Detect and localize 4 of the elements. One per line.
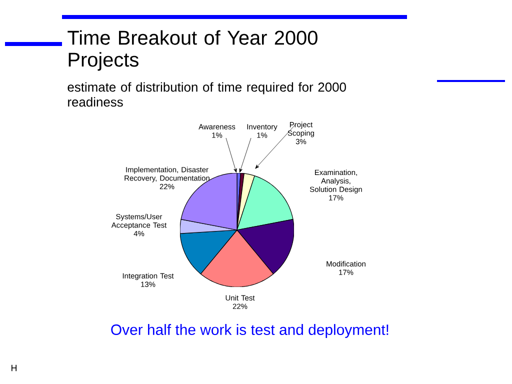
chart-title: Time Breakout of Year 2000 Projects [68,30,318,71]
chart-subtitle: estimate of distribution of time required for 2000 readiness [68,82,346,107]
text: H [12,364,17,372]
text: Over half the work is test and deployment! [111,324,388,338]
